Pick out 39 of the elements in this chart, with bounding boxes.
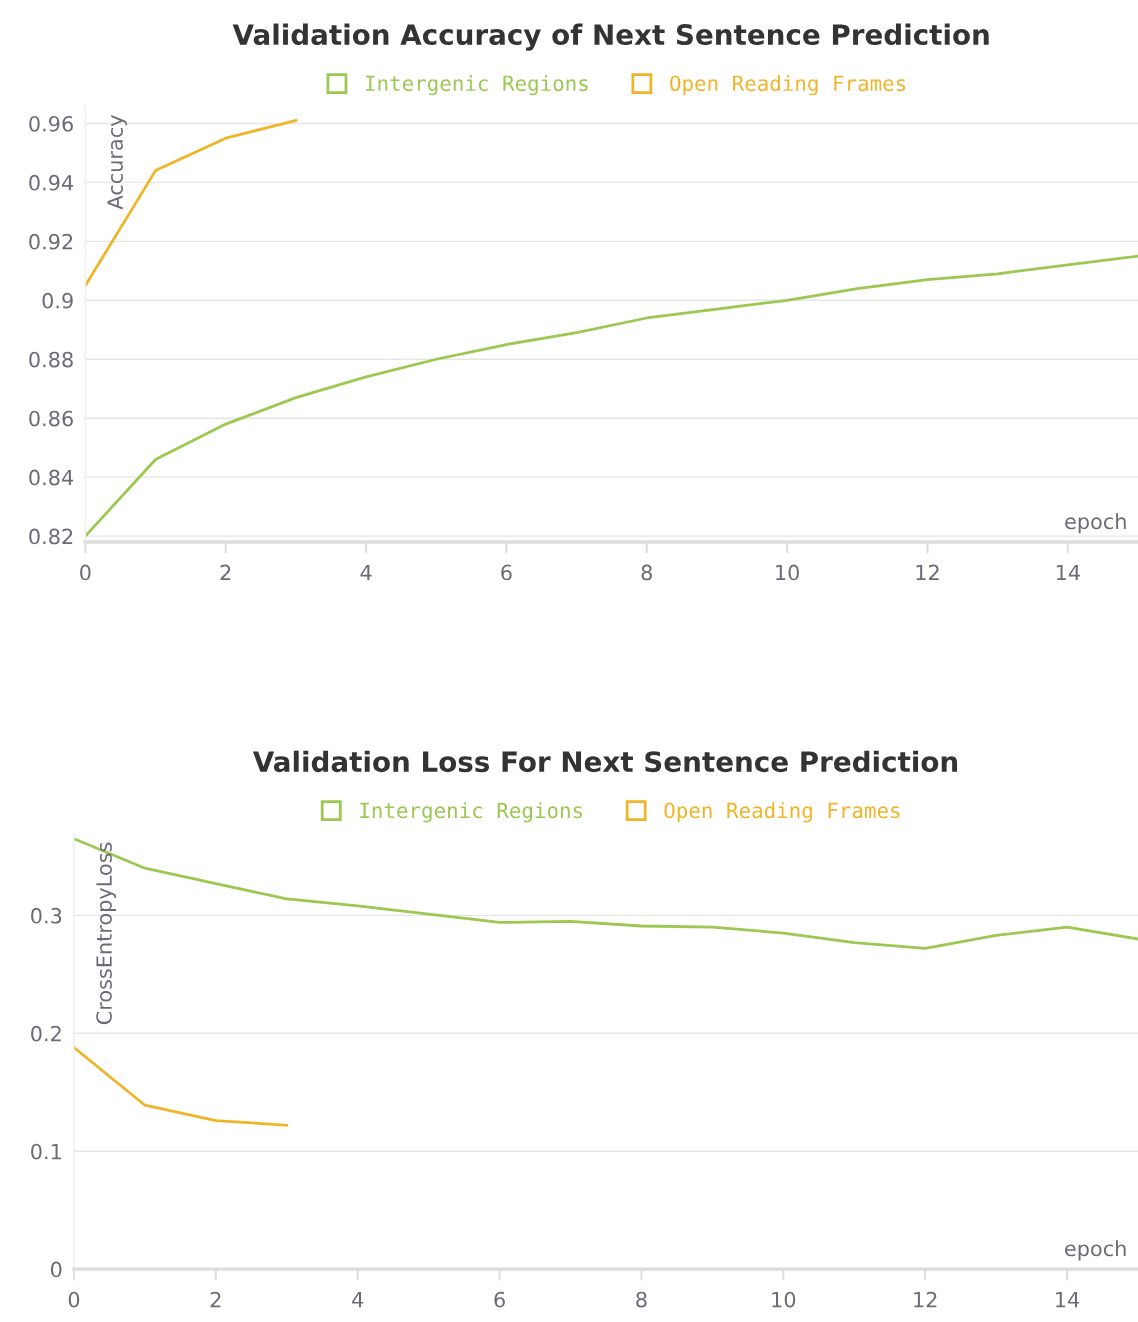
y-tick-label: 0.86 [29, 410, 73, 427]
y-tick-label: 0.3 [31, 907, 62, 924]
line-series [85, 254, 1138, 538]
x-tick-label: 0 [80, 564, 91, 581]
line-series [73, 1046, 289, 1127]
y-tick-label: 0.96 [29, 115, 73, 132]
x-tick-label: 14 [1056, 564, 1080, 581]
legend-label: Open Reading Frames [670, 75, 906, 96]
x-tick-label: 12 [914, 1291, 937, 1308]
x-tick-label: 6 [501, 564, 512, 581]
x-tick-label: 2 [210, 1291, 221, 1308]
legend-label: Open Reading Frames [664, 802, 900, 823]
legend-label: Intergenic Regions [366, 75, 588, 96]
x-tick-label: 6 [494, 1291, 505, 1308]
x-tick-label: 14 [1056, 1291, 1080, 1308]
y-tick-label: 0.1 [31, 1143, 61, 1160]
y-tick-label: 0.82 [29, 528, 73, 545]
x-axis-title: epoch [1065, 1240, 1126, 1261]
x-axis-title: epoch [1065, 513, 1126, 534]
y-tick-label: 0.84 [29, 469, 74, 486]
y-axis-title: CrossEntropyLoss [96, 842, 116, 1025]
x-tick-label: 8 [641, 564, 652, 581]
chart-title: Validation Loss For Next Sentence Prediction [252, 750, 958, 773]
chart-title: Validation Accuracy of Next Sentence Prediction [232, 23, 989, 51]
x-tick-label: 8 [636, 1291, 647, 1308]
x-tick-label: 12 [916, 564, 939, 581]
x-tick-label: 10 [772, 1291, 796, 1308]
x-tick-label: 2 [220, 564, 231, 581]
y-tick-label: 0.92 [29, 233, 73, 250]
y-tick-label: 0.94 [29, 174, 74, 191]
x-tick-label: 4 [360, 564, 372, 581]
y-axis-title: Accuracy [107, 115, 128, 210]
legend-label: Intergenic Regions [360, 802, 583, 823]
x-tick-label: 10 [776, 564, 799, 581]
y-tick-label: 0.9 [42, 292, 73, 309]
x-tick-label: 4 [352, 1291, 364, 1308]
y-tick-label: 0.88 [29, 351, 73, 368]
y-tick-label: 0.2 [31, 1025, 61, 1042]
y-tick-label: 0 [50, 1261, 62, 1278]
